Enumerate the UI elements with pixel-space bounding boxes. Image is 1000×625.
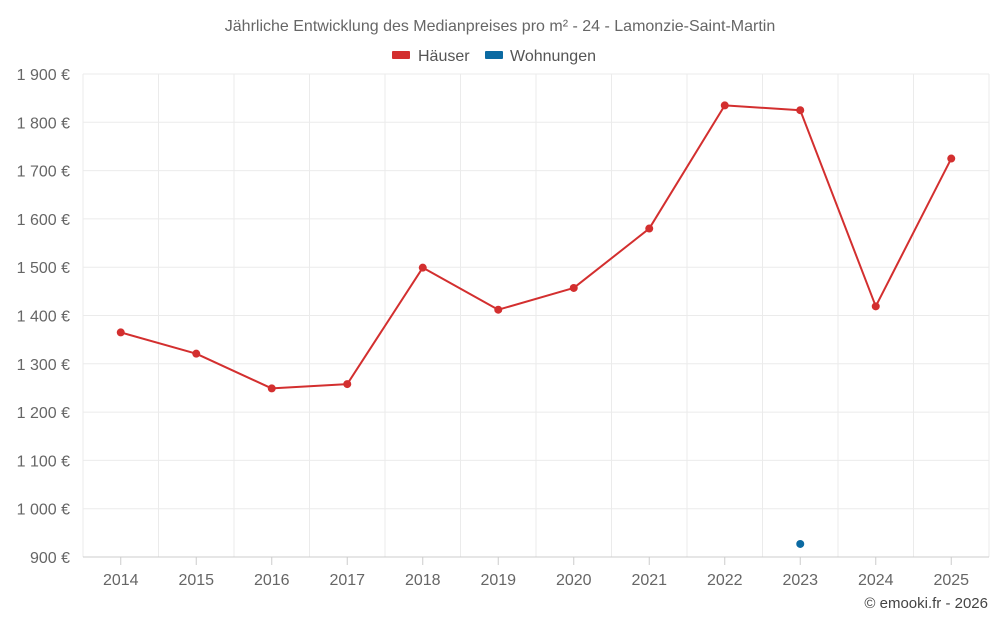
data-point-wohnungen[interactable] xyxy=(796,539,805,548)
x-tick-label: 2020 xyxy=(556,572,592,589)
credit-text: © emooki.fr - 2026 xyxy=(864,595,988,612)
x-tick-label: 2014 xyxy=(103,572,139,589)
data-point-haeuser[interactable] xyxy=(343,380,352,389)
x-tick-label: 2022 xyxy=(707,572,743,589)
data-point-haeuser[interactable] xyxy=(116,328,125,337)
x-tick-label: 2015 xyxy=(178,572,214,589)
y-tick-label: 1 000 € xyxy=(17,502,70,519)
y-tick-label: 1 600 € xyxy=(17,212,70,229)
x-tick-label: 2019 xyxy=(480,572,516,589)
legend-swatch-haeuser[interactable] xyxy=(392,51,410,59)
legend-label-wohnungen[interactable]: Wohnungen xyxy=(510,48,596,65)
x-tick-label: 2017 xyxy=(329,572,365,589)
x-tick-label: 2016 xyxy=(254,572,290,589)
y-tick-label: 1 300 € xyxy=(17,357,70,374)
data-point-haeuser[interactable] xyxy=(494,305,503,314)
y-tick-label: 1 800 € xyxy=(17,115,70,132)
data-point-haeuser[interactable] xyxy=(947,154,956,163)
series-layer xyxy=(116,101,956,548)
x-tick-label: 2021 xyxy=(631,572,667,589)
series-haeuser xyxy=(116,101,956,393)
x-tick-label: 2018 xyxy=(405,572,441,589)
data-point-haeuser[interactable] xyxy=(192,349,201,358)
x-tick-label: 2025 xyxy=(933,572,969,589)
data-point-haeuser[interactable] xyxy=(796,106,805,115)
legend-swatch-wohnungen[interactable] xyxy=(485,51,503,59)
data-point-haeuser[interactable] xyxy=(720,101,729,110)
x-tick-label: 2023 xyxy=(782,572,818,589)
y-tick-label: 1 700 € xyxy=(17,164,70,181)
y-tick-label: 1 500 € xyxy=(17,260,70,277)
x-tick-label: 2024 xyxy=(858,572,894,589)
data-point-haeuser[interactable] xyxy=(418,263,427,272)
data-point-haeuser[interactable] xyxy=(267,384,276,393)
series-line-haeuser xyxy=(119,104,953,390)
legend: Häuser Wohnungen xyxy=(392,48,596,65)
y-tick-label: 1 900 € xyxy=(17,67,70,84)
x-axis: 2014 2015 2016 2017 2018 2019 2020 2021 2022 2023… xyxy=(83,556,989,589)
y-tick-label: 900 € xyxy=(30,550,70,567)
grid xyxy=(82,73,990,557)
data-point-haeuser[interactable] xyxy=(569,283,578,292)
y-tick-label: 1 100 € xyxy=(17,453,70,470)
legend-label-haeuser[interactable]: Häuser xyxy=(418,48,470,65)
series-wohnungen xyxy=(796,539,805,548)
y-tick-label: 1 200 € xyxy=(17,405,70,422)
chart-title: Jährliche Entwicklung des Medianpreises … xyxy=(225,18,775,35)
y-axis: 900 € 1 000 € 1 100 € 1 200 € 1 300 € 1 400 €… xyxy=(17,67,70,567)
data-point-haeuser[interactable] xyxy=(871,302,880,311)
data-point-haeuser[interactable] xyxy=(645,224,654,233)
y-tick-label: 1 400 € xyxy=(17,309,70,326)
